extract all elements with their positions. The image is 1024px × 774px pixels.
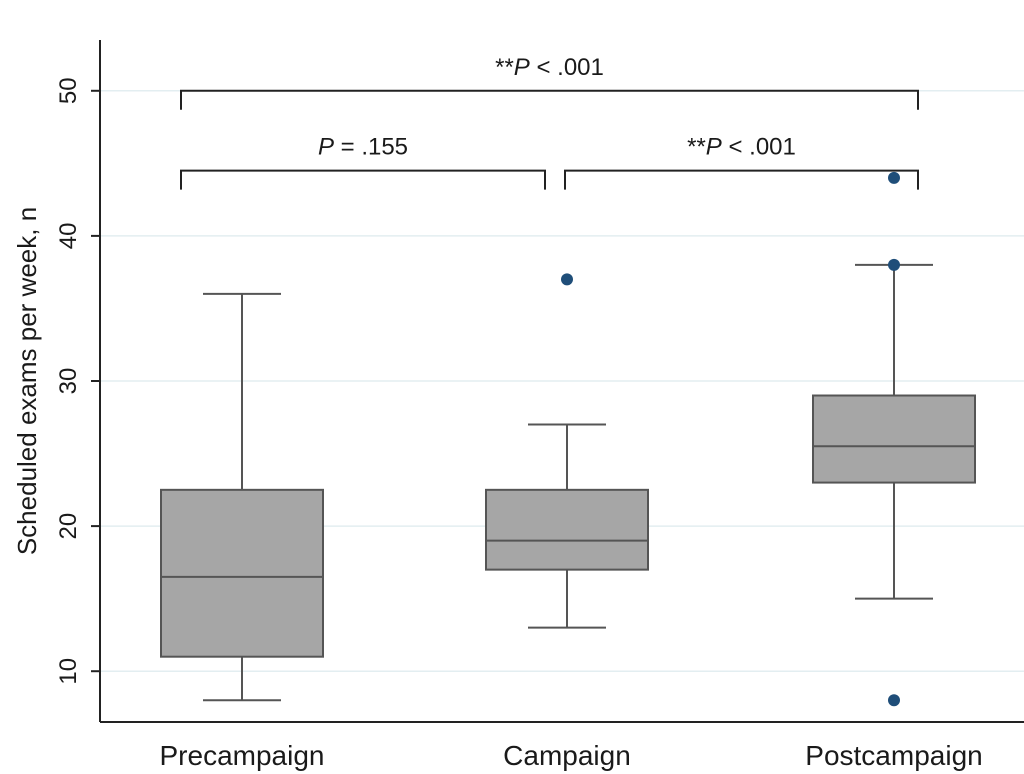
y-tick-label-50: 50	[55, 77, 82, 104]
y-axis-title: Scheduled exams per week, n	[12, 207, 42, 555]
outlier-postcampaign-2	[888, 694, 900, 707]
y-tick-label-30: 30	[55, 368, 82, 395]
boxes	[160, 171, 976, 707]
bracket-line-2	[564, 169, 919, 190]
iqr-box-postcampaign	[812, 394, 976, 484]
bracket-2: **P < .001	[564, 134, 919, 190]
y-tick-label-40: 40	[55, 223, 82, 250]
bracket-label-prefix-0: **	[495, 54, 514, 81]
box-campaign	[485, 273, 649, 629]
category-label-precampaign: Precampaign	[160, 740, 325, 771]
iqr-box-campaign	[485, 488, 649, 571]
category-label-campaign: Campaign	[503, 740, 631, 771]
y-tick-label-20: 20	[55, 513, 82, 540]
bracket-1: P = .155	[180, 134, 546, 190]
y-ticks: 10 20 30 40 50	[55, 77, 100, 685]
category-labels: Precampaign Campaign Postcampaign	[160, 740, 983, 771]
bracket-0: **P < .001	[180, 54, 919, 110]
bracket-line-0	[180, 89, 919, 110]
category-label-postcampaign: Postcampaign	[805, 740, 982, 771]
bracket-label-p-0: P	[514, 54, 530, 81]
box-postcampaign	[812, 171, 976, 707]
bracket-label-p-2: P	[706, 134, 722, 161]
bracket-label-value-1: = .155	[334, 134, 408, 161]
bracket-label-prefix-2: **	[687, 134, 706, 161]
y-tick-label-10: 10	[55, 658, 82, 685]
outlier-postcampaign-1	[888, 258, 900, 271]
bracket-line-1	[180, 169, 546, 190]
outlier-campaign-0	[561, 273, 573, 286]
bracket-label-p-1: P	[318, 134, 334, 161]
bracket-label-value-0: < .001	[530, 54, 604, 81]
box-precampaign	[160, 292, 324, 702]
outlier-postcampaign-0	[888, 171, 900, 184]
bracket-label-0: **P < .001	[495, 54, 604, 81]
bracket-label-2: **P < .001	[687, 134, 796, 161]
iqr-box-precampaign	[160, 488, 324, 658]
bracket-label-value-2: < .001	[722, 134, 796, 161]
bracket-label-1: P = .155	[318, 134, 408, 161]
